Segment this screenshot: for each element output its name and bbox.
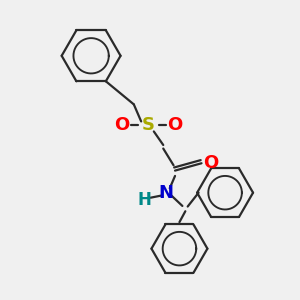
Text: H: H [137,191,151,209]
Text: N: N [159,184,174,202]
Text: O: O [203,154,218,172]
Text: S: S [142,116,155,134]
Text: O: O [167,116,183,134]
Text: O: O [114,116,130,134]
